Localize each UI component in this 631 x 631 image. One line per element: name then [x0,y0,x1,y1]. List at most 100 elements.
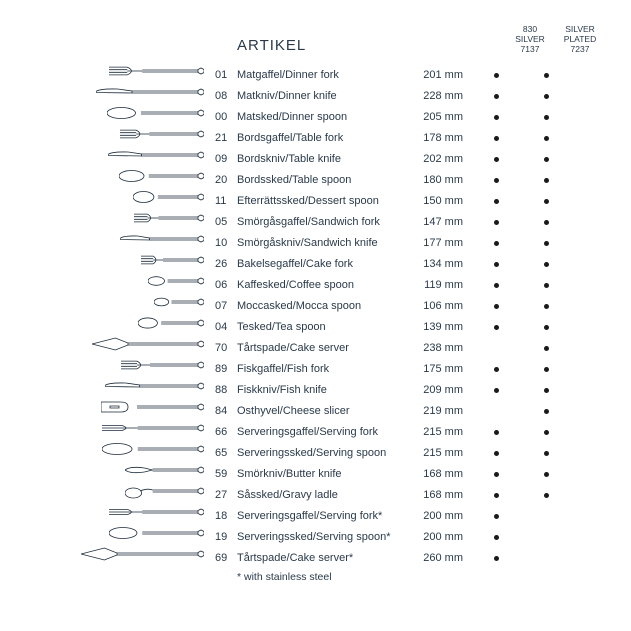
availability-830 [471,237,521,249]
table-row: 11Efterrättssked/Dessert spoon150 mm [215,190,605,211]
item-code: 84 [215,405,237,417]
item-name: Fiskkniv/Fish knife [237,384,413,396]
footnote: * with stainless steel [215,568,605,583]
item-code: 08 [215,90,237,102]
utensil-cheese-icon [40,396,210,417]
item-code: 00 [215,111,237,123]
header-col-830-silver: 830SILVER7137 [505,25,555,54]
availability-830 [471,258,521,270]
item-code: 07 [215,300,237,312]
item-size: 180 mm [413,174,471,186]
availability-plated [521,258,571,270]
utensil-servingfork-icon [40,501,210,522]
table-row: 01Matgaffel/Dinner fork201 mm [215,64,605,85]
utensil-spoon-icon [40,291,210,312]
utensil-fork-icon [40,60,210,81]
utensil-spoon-icon [40,270,210,291]
item-code: 05 [215,216,237,228]
table-row: 69Tårtspade/Cake server*260 mm [215,547,605,568]
item-size: 209 mm [413,384,471,396]
item-size: 119 mm [413,279,471,291]
availability-830 [471,426,521,438]
table-row: 10Smörgåskniv/Sandwich knife177 mm [215,232,605,253]
table-row: 70Tårtspade/Cake server238 mm [215,337,605,358]
item-name: Tårtspade/Cake server* [237,552,413,564]
item-size: 228 mm [413,90,471,102]
table-row: 18Serveringsgaffel/Serving fork*200 mm [215,505,605,526]
availability-plated [521,195,571,207]
item-size: 150 mm [413,195,471,207]
header-col-silver-plated: SILVERPLATED7237 [555,25,605,54]
item-size: 260 mm [413,552,471,564]
item-size: 139 mm [413,321,471,333]
availability-830 [471,132,521,144]
item-size: 134 mm [413,258,471,270]
availability-830 [471,69,521,81]
utensil-spoon-icon [40,186,210,207]
utensil-fork-icon [40,123,210,144]
item-name: Smörgåsgaffel/Sandwich fork [237,216,413,228]
utensil-fishfork-icon [40,354,210,375]
availability-830 [471,531,521,543]
utensil-knife-icon [40,81,210,102]
availability-830 [471,279,521,291]
availability-plated [521,489,571,501]
table-row: 84Osthyvel/Cheese slicer219 mm [215,400,605,421]
item-code: 01 [215,69,237,81]
availability-plated [521,132,571,144]
availability-plated [521,426,571,438]
availability-plated [521,300,571,312]
item-name: Såssked/Gravy ladle [237,489,413,501]
table-row: 07Moccasked/Mocca spoon106 mm [215,295,605,316]
item-size: 215 mm [413,426,471,438]
table-row: 00Matsked/Dinner spoon205 mm [215,106,605,127]
availability-plated [521,69,571,81]
availability-plated [521,279,571,291]
item-size: 201 mm [413,69,471,81]
table-row: 88Fiskkniv/Fish knife209 mm [215,379,605,400]
item-size: 215 mm [413,447,471,459]
item-name: Efterrättssked/Dessert spoon [237,195,413,207]
header-title: ARTIKEL [215,37,415,54]
table-row: 20Bordssked/Table spoon180 mm [215,169,605,190]
utensil-spoon-icon [40,165,210,186]
utensil-illustrations [40,60,210,564]
table-row: 08Matkniv/Dinner knife228 mm [215,85,605,106]
utensil-butter-icon [40,459,210,480]
availability-830 [471,195,521,207]
utensil-knife-icon [40,228,210,249]
availability-830 [471,153,521,165]
item-code: 21 [215,132,237,144]
table-header: ARTIKEL 830SILVER7137 SILVERPLATED7237 [215,25,605,54]
item-name: Kaffesked/Coffee spoon [237,279,413,291]
utensil-spoon-icon [40,312,210,333]
item-size: 200 mm [413,510,471,522]
utensil-servingspoon-icon [40,522,210,543]
table-row: 09Bordskniv/Table knife202 mm [215,148,605,169]
availability-plated [521,468,571,480]
item-size: 177 mm [413,237,471,249]
availability-830 [471,468,521,480]
item-size: 205 mm [413,111,471,123]
availability-830 [471,300,521,312]
item-code: 06 [215,279,237,291]
utensil-knife-icon [40,144,210,165]
utensil-servingspoon-icon [40,438,210,459]
item-code: 27 [215,489,237,501]
item-code: 88 [215,384,237,396]
item-code: 69 [215,552,237,564]
availability-830 [471,489,521,501]
availability-plated [521,216,571,228]
item-name: Smörkniv/Butter knife [237,468,413,480]
availability-plated [521,90,571,102]
item-name: Bordssked/Table spoon [237,174,413,186]
item-size: 168 mm [413,489,471,501]
article-table: ARTIKEL 830SILVER7137 SILVERPLATED7237 0… [215,25,605,583]
availability-830 [471,552,521,564]
table-row: 65Serveringssked/Serving spoon215 mm [215,442,605,463]
availability-plated [521,153,571,165]
utensil-fishknife-icon [40,375,210,396]
availability-830 [471,447,521,459]
item-name: Serveringssked/Serving spoon [237,447,413,459]
item-name: Serveringsgaffel/Serving fork* [237,510,413,522]
